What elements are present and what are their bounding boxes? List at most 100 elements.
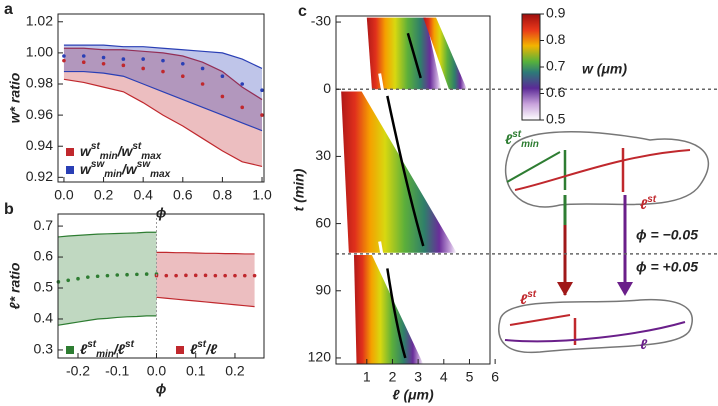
diagram-label: ℓstmin​ — [505, 129, 539, 150]
band — [58, 232, 157, 326]
y-tick-label: 0.94 — [26, 137, 53, 153]
label-sub: min — [100, 151, 118, 162]
x-tick-label: 3 — [414, 369, 422, 385]
label-base: ℓ — [520, 291, 528, 307]
data-point — [252, 273, 257, 278]
arrow — [509, 314, 571, 326]
legend-swatch — [66, 148, 74, 156]
x-tick-label: 0.0 — [54, 187, 74, 203]
data-point — [213, 273, 218, 278]
y-tick-label: 0 — [323, 80, 331, 96]
band — [63, 45, 263, 131]
colorbar-tick-label: 0.7 — [546, 58, 566, 74]
growth-line — [386, 95, 425, 247]
label-sup: st — [512, 129, 522, 140]
data-point — [101, 61, 106, 66]
annotation: ϕ = +0.05 — [636, 259, 698, 275]
data-point — [144, 272, 149, 276]
y-axis-label: t (min) — [291, 168, 307, 211]
data-point — [203, 273, 208, 278]
y-tick-label: 0.7 — [34, 217, 54, 233]
x-axis-label: ϕ — [156, 205, 167, 221]
data-point — [62, 58, 66, 63]
cell-outline — [504, 131, 710, 208]
marker — [378, 73, 385, 97]
y-tick-label: 30 — [315, 147, 331, 163]
kymograph-segment — [341, 91, 457, 253]
label-base: ℓ — [505, 131, 513, 147]
diagram-label: ℓst​ — [520, 289, 537, 307]
label-sub: max — [150, 169, 170, 180]
colorbar-tick-label: 0.8 — [546, 31, 566, 47]
x-tick-label: 4 — [440, 369, 448, 385]
data-point — [135, 272, 139, 277]
y-tick-label: 0.92 — [26, 168, 53, 184]
data-point — [233, 273, 237, 278]
x-tick-label: 0.2 — [225, 363, 245, 379]
data-point — [164, 273, 169, 278]
data-point — [180, 74, 185, 79]
marker — [378, 241, 385, 265]
panel-label: b — [4, 201, 14, 218]
annotation: ϕ = −0.05 — [636, 227, 698, 243]
data-point — [141, 66, 145, 71]
x-tick-label: 0.2 — [94, 187, 114, 203]
label-sub: max — [141, 151, 161, 162]
panel-label: c — [298, 3, 307, 20]
y-axis-label: w* ratio — [7, 72, 23, 123]
band-edge — [63, 78, 263, 168]
x-tick-label: 0.6 — [173, 187, 193, 203]
data-point — [81, 60, 86, 65]
kymograph-segment — [423, 17, 467, 90]
plot-frame — [57, 213, 265, 359]
y-tick-label: 0.96 — [26, 106, 53, 122]
diagram-label: ℓ — [640, 336, 648, 352]
label-sup: sw — [91, 159, 106, 170]
data-point — [161, 58, 165, 63]
x-axis-label: ℓ (μm) — [392, 387, 434, 403]
data-point — [115, 273, 120, 277]
band-edge — [156, 296, 255, 308]
data-point — [101, 55, 106, 60]
data-point — [193, 273, 198, 278]
label-sup: st — [87, 339, 97, 350]
arrowhead — [557, 282, 573, 296]
label-base: w — [80, 143, 92, 159]
y-tick-label: 0.4 — [34, 310, 54, 326]
label-base: ℓ — [640, 196, 648, 212]
diagram — [498, 131, 710, 354]
diagram-label: ℓst​ — [640, 194, 657, 212]
data-point — [260, 113, 264, 117]
x-tick-label: 2 — [389, 369, 397, 385]
y-tick-label: -30 — [311, 13, 331, 29]
data-point — [66, 278, 71, 283]
data-point — [242, 273, 247, 278]
data-point — [200, 66, 205, 71]
x-tick-label: 0.0 — [147, 363, 167, 379]
legend-label: wswmin​/wswmax​ — [80, 159, 171, 180]
legend-label: ℓst​/ℓ — [190, 339, 218, 357]
label-sup: st — [91, 141, 101, 152]
label-sup: st — [647, 194, 657, 205]
data-point — [180, 61, 185, 66]
y-tick-label: 120 — [308, 349, 332, 365]
label-base: /w — [121, 161, 138, 177]
y-axis-label: ℓ* ratio — [7, 262, 23, 309]
band-edge — [63, 70, 263, 132]
data-point — [81, 54, 86, 58]
data-point — [220, 74, 225, 79]
data-point — [62, 54, 66, 58]
label-sup: sw — [137, 159, 152, 170]
band-edge — [156, 251, 255, 255]
data-point — [200, 82, 205, 86]
data-point — [240, 82, 245, 86]
y-tick-label: 0.5 — [34, 279, 54, 295]
band-edge — [63, 44, 263, 69]
data-point — [240, 105, 245, 110]
colorbar-tick-label: 0.6 — [546, 84, 566, 100]
x-tick-label: 0.8 — [213, 187, 233, 203]
y-tick-label: 60 — [315, 214, 331, 230]
y-tick-label: 1.02 — [26, 12, 53, 28]
x-tick-label: 0.1 — [186, 363, 206, 379]
